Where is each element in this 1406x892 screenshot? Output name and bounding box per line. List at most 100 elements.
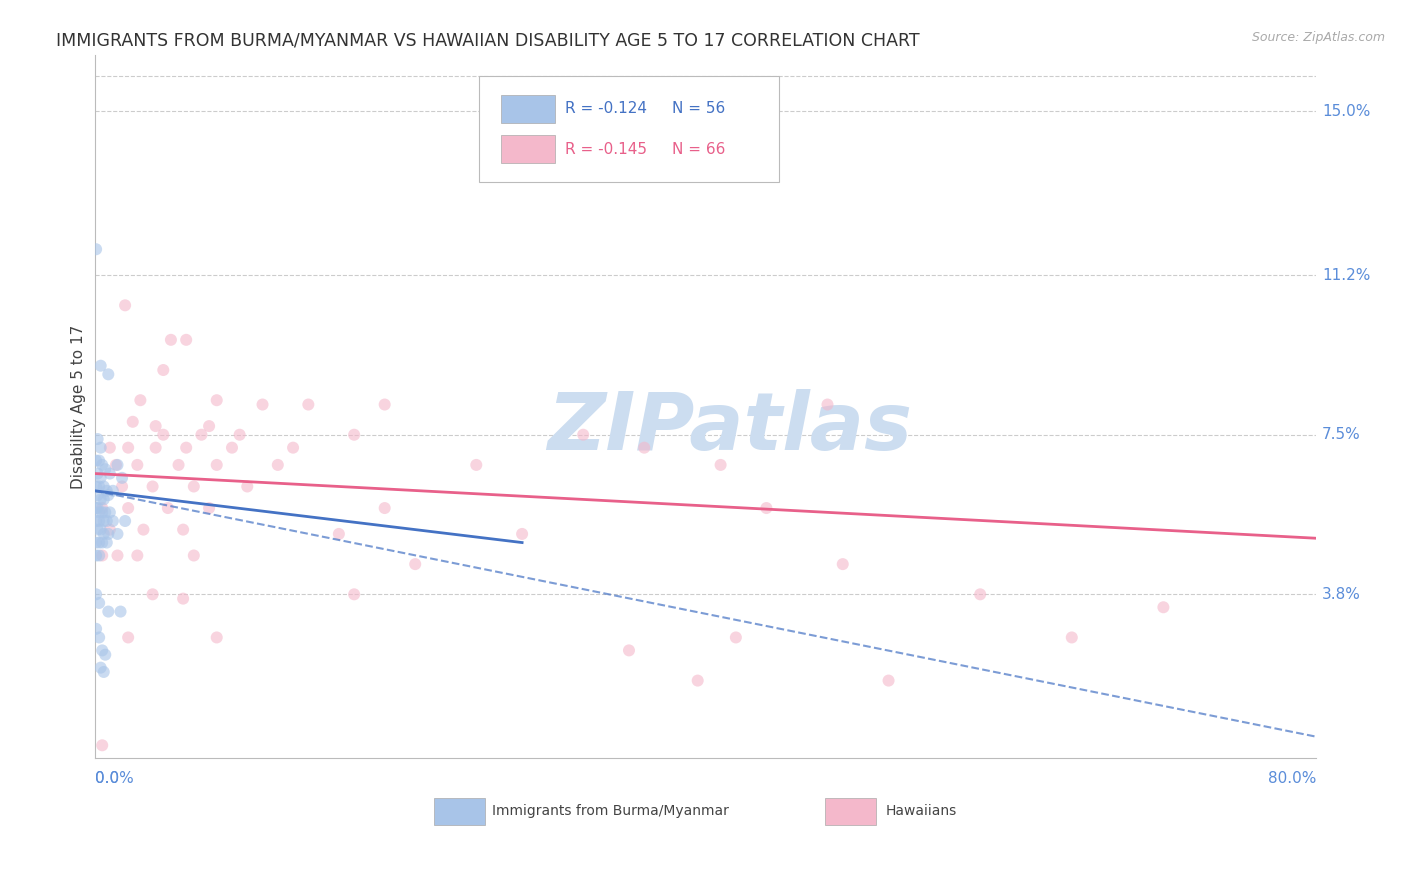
Point (89, 549, 111, 563)
Point (97, 605, 120, 619)
Point (328, 527, 350, 541)
Point (205, 393, 228, 408)
Point (97, 488, 120, 502)
Text: 0.0%: 0.0% (94, 772, 134, 786)
Point (90, 492, 112, 507)
FancyBboxPatch shape (434, 798, 485, 825)
Point (96, 535, 118, 549)
Point (510, 527, 533, 541)
Point (121, 415, 143, 429)
Text: 0.0: 0.0 (94, 772, 118, 786)
Point (84, 242, 107, 256)
Point (97, 368, 120, 382)
Point (93, 479, 115, 493)
Point (1060, 631, 1083, 645)
Point (84, 453, 107, 467)
Point (91, 643, 114, 657)
Point (142, 479, 165, 493)
Point (86, 488, 108, 502)
Point (160, 333, 183, 347)
Point (172, 591, 194, 606)
Point (94, 505, 117, 519)
Point (93, 492, 115, 507)
Point (101, 483, 124, 498)
Point (343, 427, 366, 442)
Point (404, 557, 426, 571)
Point (90, 441, 112, 455)
Point (111, 471, 134, 485)
Point (117, 501, 139, 516)
Point (221, 441, 243, 455)
Point (96, 514, 118, 528)
Point (91, 535, 114, 549)
Point (86, 501, 108, 516)
Point (724, 631, 747, 645)
Point (86, 523, 108, 537)
Text: Immigrants from Burma/Myanmar: Immigrants from Burma/Myanmar (492, 804, 728, 818)
Point (84, 549, 107, 563)
Point (465, 458, 488, 472)
Point (98, 441, 121, 455)
FancyBboxPatch shape (502, 135, 555, 163)
Text: 80.0%: 80.0% (1268, 772, 1316, 786)
Point (831, 557, 853, 571)
Text: IMMIGRANTS FROM BURMA/MYANMAR VS HAWAIIAN DISABILITY AGE 5 TO 17 CORRELATION CHA: IMMIGRANTS FROM BURMA/MYANMAR VS HAWAIIA… (56, 31, 920, 49)
Point (142, 587, 165, 601)
Point (91, 501, 114, 516)
Point (84, 514, 107, 528)
Point (89, 535, 111, 549)
Point (107, 549, 129, 563)
Point (91, 549, 114, 563)
Point (190, 427, 212, 442)
Point (111, 479, 134, 493)
Point (132, 523, 155, 537)
Point (89, 479, 111, 493)
Text: N = 66: N = 66 (672, 142, 725, 157)
Text: N = 56: N = 56 (672, 102, 725, 116)
Text: R = -0.124: R = -0.124 (565, 102, 647, 116)
Point (84, 622, 107, 636)
Point (167, 458, 190, 472)
Point (156, 501, 179, 516)
Point (91, 505, 114, 519)
Point (101, 514, 124, 528)
Point (755, 501, 778, 516)
Point (94, 462, 117, 476)
Point (114, 514, 136, 528)
Point (86, 432, 108, 446)
Point (84, 535, 107, 549)
Point (107, 458, 129, 472)
Point (710, 458, 733, 472)
Text: 7.5%: 7.5% (1322, 427, 1361, 442)
Text: Hawaiians: Hawaiians (886, 804, 957, 818)
Text: Source: ZipAtlas.com: Source: ZipAtlas.com (1251, 31, 1385, 45)
Point (86, 467, 108, 481)
Point (152, 427, 174, 442)
Y-axis label: Disability Age 5 to 17: Disability Age 5 to 17 (72, 325, 86, 489)
Point (236, 479, 259, 493)
Point (183, 479, 205, 493)
Point (89, 453, 111, 467)
Text: 11.2%: 11.2% (1322, 268, 1371, 283)
Point (84, 479, 107, 493)
Point (117, 631, 139, 645)
Point (93, 665, 115, 679)
Point (281, 441, 304, 455)
Point (89, 631, 111, 645)
FancyBboxPatch shape (825, 798, 876, 825)
Point (96, 483, 118, 498)
Point (228, 427, 250, 442)
Point (174, 333, 197, 347)
Point (84, 501, 107, 516)
Point (89, 596, 111, 610)
Point (343, 587, 366, 601)
Point (205, 458, 228, 472)
Point (90, 660, 112, 674)
Point (633, 441, 655, 455)
Point (104, 458, 127, 472)
Point (1152, 600, 1174, 615)
Point (98, 467, 121, 481)
Point (267, 458, 290, 472)
Point (91, 458, 114, 472)
Text: R = -0.145: R = -0.145 (565, 142, 647, 157)
